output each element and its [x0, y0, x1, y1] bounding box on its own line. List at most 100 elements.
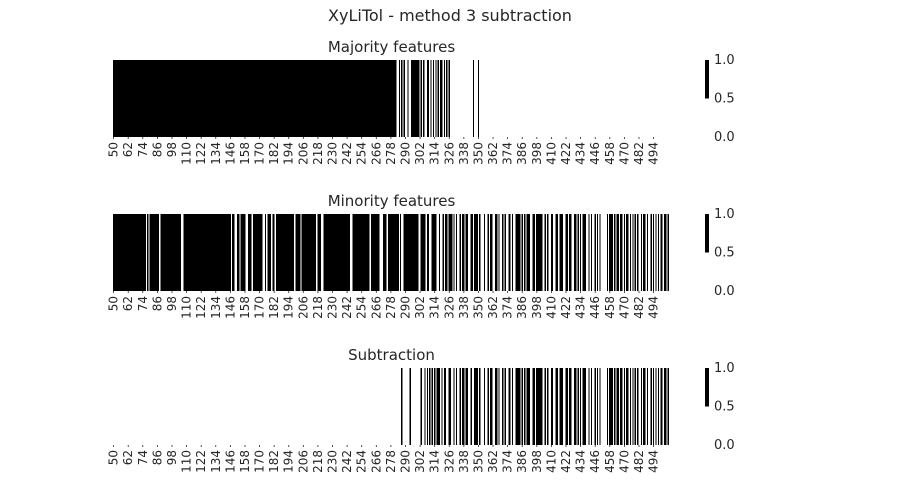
heatmap-cell: [660, 214, 663, 291]
heatmap-cell: [465, 214, 469, 291]
heatmap-cell: [655, 214, 657, 291]
colorbar-tick-label: 1.0: [714, 361, 735, 376]
heatmap-cell: [445, 214, 448, 291]
heatmap-cell: [606, 368, 608, 445]
x-tick-label: 158: [238, 296, 252, 319]
x-tick-label: 398: [530, 142, 544, 165]
x-tick-label: 302: [413, 296, 427, 319]
x-tick-label: 206: [296, 142, 310, 165]
heatmap-cell: [599, 214, 601, 291]
heatmap-cell: [441, 60, 443, 137]
x-tick-label: 74: [136, 142, 150, 157]
panel-title: Minority features: [328, 192, 456, 210]
heatmap-cell: [508, 214, 511, 291]
x-tick-label: 374: [501, 142, 515, 165]
heatmap-cell: [453, 214, 455, 291]
x-tick-label: 86: [150, 450, 164, 465]
x-tick-label: 362: [486, 450, 500, 473]
x-tick-label: 302: [413, 450, 427, 473]
x-tick-label: 50: [107, 296, 121, 311]
colorbar-tick-label: 1.0: [714, 53, 735, 68]
heatmap-cell: [536, 214, 543, 291]
heatmap-cell: [550, 214, 554, 291]
colorbar-fill: [705, 60, 709, 99]
heatmap-cell: [448, 368, 450, 445]
x-tick-label: 218: [311, 450, 325, 473]
x-tick-label: 158: [238, 450, 252, 473]
x-tick-label: 434: [574, 450, 588, 473]
heatmap-cell: [629, 368, 632, 445]
heatmap-cell: [432, 60, 435, 137]
x-tick-label: 266: [369, 450, 383, 473]
x-tick-label: 350: [471, 296, 485, 319]
heatmap-cell: [436, 368, 441, 445]
x-tick-label: 242: [340, 142, 354, 165]
heatmap-cell: [502, 368, 504, 445]
x-tick-label: 158: [238, 142, 252, 165]
x-tick-label: 230: [326, 296, 340, 319]
heatmap-cell: [483, 214, 486, 291]
x-tick-label: 62: [121, 142, 135, 157]
heatmap-cell: [637, 214, 639, 291]
figure-title: XyLiTol - method 3 subtraction: [328, 6, 572, 25]
x-tick-label: 338: [457, 296, 471, 319]
heatmap-cell: [504, 368, 506, 445]
x-tick-label: 410: [544, 450, 558, 473]
x-tick-label: 278: [384, 450, 398, 473]
heatmap-cell: [511, 368, 514, 445]
colorbar-tick-label: 0.0: [714, 130, 735, 145]
heatmap-cell: [442, 214, 444, 291]
heatmap-cell: [614, 368, 616, 445]
heatmap-cell: [580, 214, 582, 291]
x-tick-label: 62: [121, 450, 135, 465]
heatmap-cell: [632, 368, 634, 445]
heatmap-cell: [640, 214, 643, 291]
heatmap-cell: [652, 214, 655, 291]
heatmap-cell: [547, 368, 549, 445]
x-tick-label: 98: [165, 142, 179, 157]
heatmap-cell: [620, 368, 623, 445]
x-tick-label: 266: [369, 142, 383, 165]
heatmap-cell: [663, 214, 667, 291]
heatmap-cell: [663, 368, 667, 445]
heatmap-cell: [431, 368, 433, 445]
heatmap-cell: [434, 368, 436, 445]
heatmap-cell: [536, 368, 543, 445]
heatmap-cell: [440, 60, 442, 137]
x-tick-label: 218: [311, 296, 325, 319]
heatmap-cell: [634, 214, 636, 291]
heatmap-cell: [565, 368, 568, 445]
heatmap-cell: [494, 368, 498, 445]
heatmap-cell: [487, 368, 489, 445]
x-tick-label: 266: [369, 296, 383, 319]
heatmap-cell: [443, 60, 446, 137]
x-tick-label: 50: [107, 450, 121, 465]
heatmap-cell: [429, 368, 431, 445]
x-tick-label: 326: [442, 450, 456, 473]
heatmap-cell: [487, 214, 489, 291]
x-tick-label: 338: [457, 450, 471, 473]
x-tick-label: 170: [253, 142, 267, 165]
heatmap-cell: [252, 214, 263, 291]
heatmap-cell: [470, 214, 473, 291]
heatmap-cell: [569, 214, 572, 291]
heatmap-cell: [616, 214, 619, 291]
heatmap-cell: [521, 214, 523, 291]
colorbar-tick-label: 0.5: [714, 246, 735, 261]
x-tick-label: 110: [180, 142, 194, 165]
x-tick-label: 314: [428, 142, 442, 165]
heatmap-cell: [577, 214, 579, 291]
x-tick-label: 350: [471, 142, 485, 165]
heatmap-cell: [479, 368, 481, 445]
heatmap-cell: [446, 60, 448, 137]
heatmap-cell: [465, 368, 469, 445]
heatmap-cell: [559, 368, 563, 445]
x-tick-label: 458: [603, 142, 617, 165]
heatmap-cell: [149, 214, 160, 291]
heatmap-cell: [573, 214, 577, 291]
heatmap-cell: [667, 214, 669, 291]
heatmap-cell: [453, 368, 455, 445]
